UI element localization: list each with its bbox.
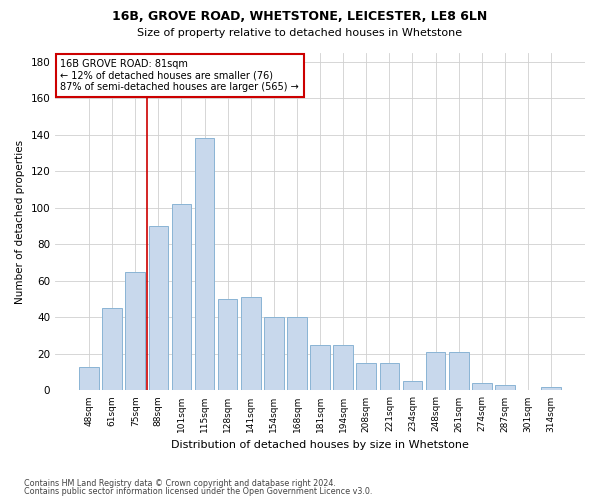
Bar	[264, 318, 284, 390]
Bar	[172, 204, 191, 390]
Bar	[310, 345, 330, 391]
Text: 16B GROVE ROAD: 81sqm
← 12% of detached houses are smaller (76)
87% of semi-deta: 16B GROVE ROAD: 81sqm ← 12% of detached …	[61, 60, 299, 92]
Bar	[103, 308, 122, 390]
Bar	[449, 352, 469, 391]
Y-axis label: Number of detached properties: Number of detached properties	[15, 140, 25, 304]
Text: Contains HM Land Registry data © Crown copyright and database right 2024.: Contains HM Land Registry data © Crown c…	[24, 478, 336, 488]
Bar	[287, 318, 307, 390]
Bar	[218, 299, 238, 390]
Bar	[541, 387, 561, 390]
Bar	[149, 226, 168, 390]
Bar	[403, 382, 422, 390]
Bar	[356, 363, 376, 390]
Bar	[125, 272, 145, 390]
Text: Contains public sector information licensed under the Open Government Licence v3: Contains public sector information licen…	[24, 487, 373, 496]
Bar	[195, 138, 214, 390]
X-axis label: Distribution of detached houses by size in Whetstone: Distribution of detached houses by size …	[171, 440, 469, 450]
Text: 16B, GROVE ROAD, WHETSTONE, LEICESTER, LE8 6LN: 16B, GROVE ROAD, WHETSTONE, LEICESTER, L…	[112, 10, 488, 23]
Bar	[495, 385, 515, 390]
Bar	[472, 383, 491, 390]
Text: Size of property relative to detached houses in Whetstone: Size of property relative to detached ho…	[137, 28, 463, 38]
Bar	[79, 366, 99, 390]
Bar	[241, 298, 260, 390]
Bar	[380, 363, 399, 390]
Bar	[426, 352, 445, 391]
Bar	[334, 345, 353, 391]
